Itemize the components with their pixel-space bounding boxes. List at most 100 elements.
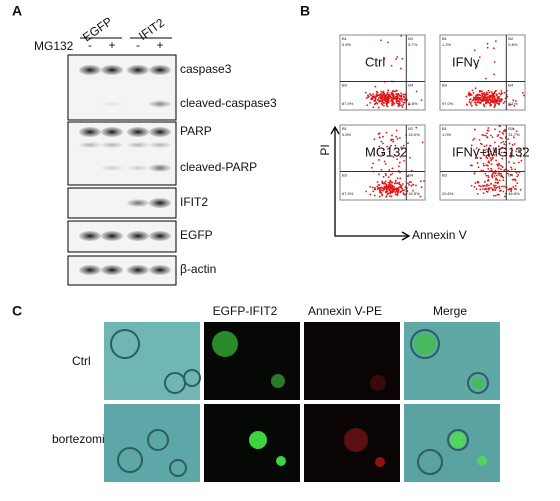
- band: [127, 165, 149, 171]
- event-dot: [398, 97, 401, 100]
- event-dot: [499, 164, 501, 167]
- quadrant-name: B1: [442, 36, 448, 41]
- event-dot: [381, 180, 383, 183]
- event-dot: [386, 41, 389, 44]
- event-dot: [475, 65, 478, 68]
- event-dot: [513, 104, 516, 107]
- event-dot: [481, 94, 484, 97]
- event-dot: [373, 153, 375, 156]
- treatment-label: MG132: [34, 39, 74, 53]
- event-dot: [383, 186, 386, 189]
- event-dot: [477, 99, 480, 102]
- event-dot: [376, 91, 379, 94]
- event-dot: [382, 93, 385, 96]
- event-dot: [395, 58, 398, 61]
- event-dot: [507, 172, 509, 175]
- event-dot: [392, 140, 395, 143]
- quadrant-name: B3: [342, 173, 348, 178]
- event-dot: [477, 166, 480, 169]
- event-dot: [486, 185, 488, 187]
- event-dot: [507, 138, 510, 141]
- event-dot: [504, 195, 506, 198]
- event-dot: [398, 104, 401, 107]
- band: [101, 127, 123, 137]
- event-dot: [495, 100, 497, 103]
- blot: [67, 54, 177, 121]
- event-dot: [407, 142, 409, 145]
- quadrant-percentage: 20.6%: [442, 191, 454, 196]
- band: [149, 142, 171, 148]
- event-dot: [378, 145, 381, 148]
- event-dot: [391, 181, 394, 184]
- event-dot: [383, 151, 386, 154]
- micrographs: [104, 322, 500, 482]
- event-dot: [493, 149, 496, 152]
- event-dot: [419, 195, 422, 198]
- event-dot: [517, 173, 520, 176]
- event-dot: [514, 185, 517, 187]
- event-dot: [394, 179, 397, 182]
- event-dot: [485, 190, 488, 193]
- event-dot: [476, 192, 479, 195]
- event-dot: [502, 179, 505, 182]
- event-dot: [488, 91, 491, 94]
- event-dot: [403, 101, 406, 104]
- event-dot: [383, 160, 386, 163]
- event-dot: [403, 98, 406, 101]
- event-dot: [497, 164, 499, 166]
- event-dot: [369, 101, 372, 104]
- event-dot: [408, 181, 411, 183]
- quadrant-name: B2: [408, 36, 414, 41]
- event-dot: [510, 187, 513, 190]
- event-dot: [400, 146, 403, 149]
- event-dot: [519, 188, 522, 191]
- event-dot: [398, 100, 401, 103]
- event-dot: [472, 139, 474, 141]
- event-dot: [489, 104, 492, 107]
- event-dot: [501, 131, 504, 134]
- event-dot: [503, 151, 506, 154]
- event-dot: [378, 136, 381, 139]
- y-axis-label: PI: [318, 144, 332, 155]
- cell: [183, 369, 201, 387]
- event-dot: [494, 104, 497, 107]
- event-dot: [489, 98, 492, 101]
- event-dot: [522, 147, 525, 149]
- event-dot: [484, 77, 487, 80]
- event-dot: [516, 182, 519, 185]
- event-dot: [500, 151, 503, 154]
- event-dot: [493, 106, 496, 109]
- event-dot: [474, 87, 477, 90]
- event-dot: [475, 104, 478, 107]
- event-dot: [387, 192, 390, 195]
- event-dot: [385, 187, 388, 190]
- event-dot: [395, 129, 398, 132]
- event-dot: [494, 181, 497, 184]
- event-dot: [497, 172, 500, 175]
- event-dot: [510, 103, 512, 106]
- event-dot: [385, 96, 388, 99]
- event-dot: [364, 91, 367, 94]
- event-dot: [487, 179, 489, 182]
- sign: +: [108, 38, 115, 52]
- event-dot: [501, 92, 504, 95]
- quadrant-name: B1: [442, 126, 448, 131]
- event-dot: [396, 158, 399, 161]
- event-dot: [487, 176, 490, 179]
- event-dot: [385, 184, 388, 187]
- event-dot: [498, 92, 501, 95]
- event-dot: [495, 89, 497, 92]
- quadrant-percentage: 1.0%: [442, 132, 452, 137]
- event-dot: [476, 98, 479, 101]
- event-dot: [484, 134, 487, 137]
- event-dot: [494, 184, 497, 187]
- event-dot: [420, 99, 423, 102]
- event-dot: [389, 191, 391, 194]
- event-dot: [512, 99, 515, 102]
- event-dot: [381, 99, 383, 102]
- event-dot: [382, 189, 384, 192]
- quadrant-percentage: 0.6%: [342, 132, 352, 137]
- quadrant-percentage: 1.2%: [442, 42, 452, 47]
- event-dot: [370, 166, 373, 169]
- event-dot: [375, 101, 378, 104]
